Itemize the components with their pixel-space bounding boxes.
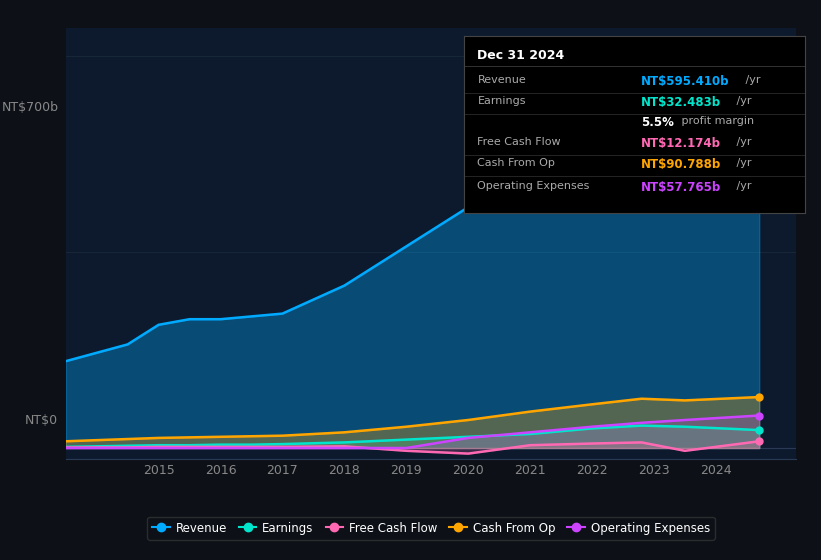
Text: /yr: /yr bbox=[733, 137, 751, 147]
Text: /yr: /yr bbox=[733, 181, 751, 191]
Text: NT$57.765b: NT$57.765b bbox=[641, 181, 722, 194]
Text: Operating Expenses: Operating Expenses bbox=[478, 181, 589, 191]
Text: Dec 31 2024: Dec 31 2024 bbox=[478, 49, 565, 62]
Text: Cash From Op: Cash From Op bbox=[478, 158, 555, 168]
Text: NT$32.483b: NT$32.483b bbox=[641, 96, 721, 109]
Text: 5.5%: 5.5% bbox=[641, 116, 674, 129]
Text: NT$700b: NT$700b bbox=[2, 101, 58, 114]
Text: Earnings: Earnings bbox=[478, 96, 526, 106]
Text: Free Cash Flow: Free Cash Flow bbox=[478, 137, 561, 147]
Text: Revenue: Revenue bbox=[478, 75, 526, 85]
Text: NT$0: NT$0 bbox=[25, 414, 58, 427]
Text: /yr: /yr bbox=[733, 158, 751, 168]
Text: NT$12.174b: NT$12.174b bbox=[641, 137, 721, 150]
Text: profit margin: profit margin bbox=[678, 116, 754, 126]
Text: /yr: /yr bbox=[742, 75, 761, 85]
Text: NT$90.788b: NT$90.788b bbox=[641, 158, 722, 171]
Text: NT$595.410b: NT$595.410b bbox=[641, 75, 730, 88]
Legend: Revenue, Earnings, Free Cash Flow, Cash From Op, Operating Expenses: Revenue, Earnings, Free Cash Flow, Cash … bbox=[147, 517, 715, 539]
Text: /yr: /yr bbox=[733, 96, 751, 106]
